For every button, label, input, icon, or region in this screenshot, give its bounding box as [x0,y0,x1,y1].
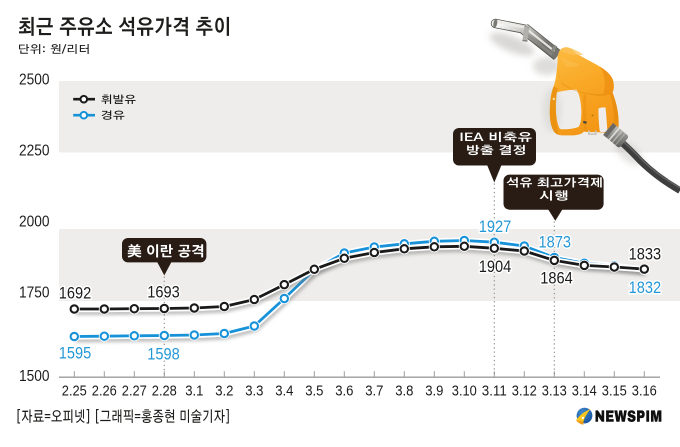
svg-text:3.12: 3.12 [512,384,537,400]
svg-text:1693: 1693 [147,283,180,301]
svg-text:3.8: 3.8 [395,384,413,400]
svg-text:1864: 1864 [540,270,573,288]
svg-text:3.2: 3.2 [215,384,233,400]
svg-text:3.5: 3.5 [305,384,323,400]
svg-text:2.26: 2.26 [92,384,117,400]
svg-text:3.11: 3.11 [482,384,507,400]
svg-text:3.7: 3.7 [365,384,383,400]
svg-text:2000: 2000 [19,213,50,230]
svg-text:2500: 2500 [19,71,50,88]
svg-text:2.25: 2.25 [62,384,87,400]
svg-text:1904: 1904 [479,258,512,276]
svg-text:1500: 1500 [19,368,50,385]
svg-text:3.13: 3.13 [542,384,567,400]
svg-text:2.28: 2.28 [152,384,177,400]
svg-text:3.3: 3.3 [245,384,263,400]
svg-text:1595: 1595 [59,344,92,362]
svg-text:3.9: 3.9 [425,384,443,400]
svg-text:1927: 1927 [479,218,512,236]
svg-text:2.27: 2.27 [122,384,147,400]
svg-text:3.6: 3.6 [335,384,353,400]
svg-text:1833: 1833 [629,246,662,264]
svg-text:2250: 2250 [19,143,50,160]
svg-text:3.14: 3.14 [572,384,597,400]
svg-text:1873: 1873 [539,234,572,252]
svg-text:3.16: 3.16 [632,384,657,400]
svg-text:3.4: 3.4 [275,384,293,400]
svg-text:3.15: 3.15 [602,384,627,400]
svg-text:1692: 1692 [59,284,92,302]
svg-text:3.10: 3.10 [452,384,477,400]
svg-text:3.1: 3.1 [185,384,203,400]
svg-text:1832: 1832 [629,279,662,297]
svg-text:1598: 1598 [147,345,180,363]
svg-text:1750: 1750 [19,284,50,301]
